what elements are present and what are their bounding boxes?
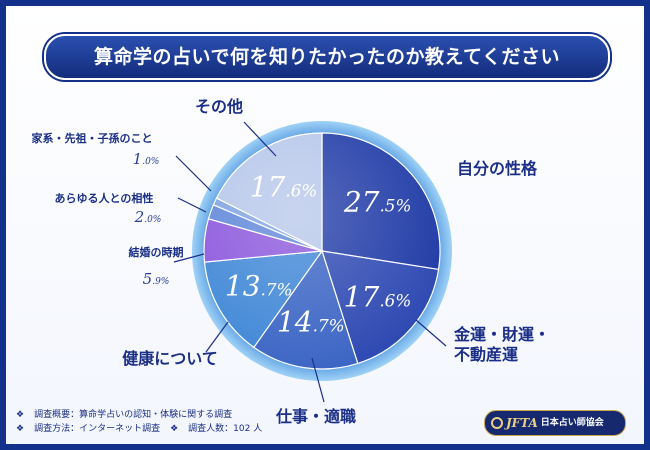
- logo-org-name: 日本占い師協会: [540, 418, 604, 428]
- survey-method: 調査方法：インターネット調査: [34, 424, 161, 434]
- slice-category-label: 家系・先祖・子孫のこと: [32, 131, 153, 145]
- slice-category-label: その他: [195, 97, 243, 116]
- slice-category-label: 金運・財運・不動産運: [453, 325, 550, 364]
- survey-count: 調査人数：102 人: [188, 424, 263, 434]
- pie-chart: 27.5% 自分の性格 17.6% 金運・財運・不動産運 14.7% 仕事・適職 13.7%…: [32, 97, 551, 426]
- slice-value-label: 1.0%: [133, 150, 160, 168]
- leader-line: [175, 155, 212, 192]
- slice-value-label: 5.9%: [143, 270, 170, 288]
- chart-title: 算命学の占いで何を知りたかったのか教えてください: [44, 34, 610, 80]
- survey-summary: 調査概要：算命学占いの認知・体験に関する調査: [34, 410, 233, 420]
- footer-line-2: ❖ 調査方法：インターネット調査 ❖ 調査人数：102 人: [16, 424, 263, 434]
- leader-line: [173, 253, 205, 263]
- slice-category-label: 結婚の時期: [129, 245, 184, 259]
- slice-value-label: 14.7%: [277, 305, 345, 338]
- survey-footer: ❖ 調査概要：算命学占いの認知・体験に関する調査 ❖ 調査方法：インターネット調査 ❖…: [16, 408, 272, 436]
- slice-category-label: あらゆる人との相性: [55, 191, 154, 205]
- footer-line-1: ❖ 調査概要：算命学占いの認知・体験に関する調査: [16, 410, 233, 420]
- leader-line: [415, 319, 447, 347]
- leader-line: [205, 321, 229, 353]
- slice-category-label: 自分の性格: [457, 159, 538, 178]
- slice-value-label: 17.6%: [344, 281, 412, 314]
- slice-category-label: 仕事・適職: [275, 407, 356, 426]
- jfta-logo: JFTA 日本占い師協会: [484, 410, 626, 436]
- slice-value-label: 17.6%: [250, 171, 318, 204]
- pie-shine: [204, 133, 440, 369]
- slice-value-label: 27.5%: [343, 185, 412, 218]
- leader-line: [243, 121, 277, 157]
- slice-category-label: 健康について: [122, 349, 218, 368]
- logo-abbr: JFTA: [506, 416, 538, 430]
- leader-line: [311, 357, 325, 403]
- slice-value-label: 2.0%: [134, 208, 162, 226]
- leader-line: [177, 197, 207, 213]
- slice-value-label: 13.7%: [225, 270, 293, 303]
- logo-ring-icon: [491, 417, 503, 429]
